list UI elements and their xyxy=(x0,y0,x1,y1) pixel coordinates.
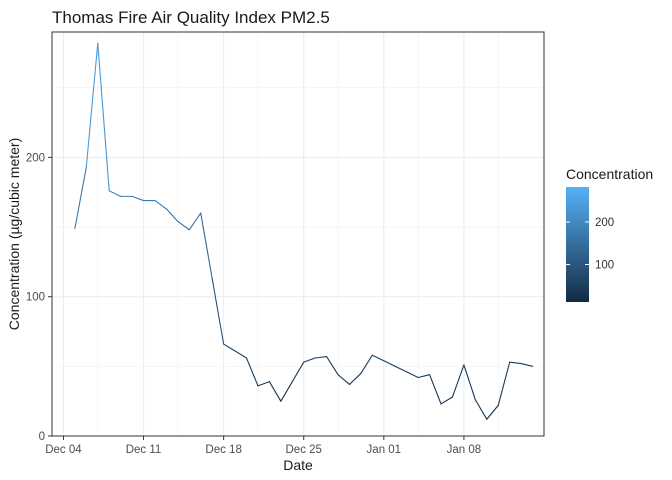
series-segment xyxy=(406,371,419,379)
legend-tick-label: 200 xyxy=(595,217,614,229)
series-segment xyxy=(348,372,362,386)
series-segment xyxy=(463,364,476,401)
panel-border xyxy=(51,31,545,437)
series-segment xyxy=(509,361,522,365)
series-segment xyxy=(200,212,213,280)
series-segment xyxy=(497,361,511,406)
legend: Concentration 100 200 xyxy=(566,166,653,302)
y-tick-label: 0 xyxy=(39,431,45,443)
series-segment xyxy=(177,220,190,231)
legend-title: Concentration xyxy=(566,166,653,182)
series-segment xyxy=(360,354,373,374)
series-segment xyxy=(97,42,110,192)
series-segment xyxy=(303,357,316,363)
series-segment xyxy=(131,195,145,202)
series-segment xyxy=(520,363,534,367)
y-axis: 0 100 200 xyxy=(26,152,52,443)
series-segment xyxy=(474,399,488,420)
legend-ticks: 100 200 xyxy=(566,217,614,272)
series-segment xyxy=(280,381,293,402)
series-segment xyxy=(429,374,442,405)
series-segment xyxy=(440,396,454,405)
chart-title: Thomas Fire Air Quality Index PM2.5 xyxy=(52,8,330,27)
x-tick-label: Dec 11 xyxy=(126,444,162,456)
series-segment xyxy=(326,356,339,376)
series-segment xyxy=(188,212,202,231)
series-segment xyxy=(211,278,225,345)
series-line xyxy=(74,42,534,420)
y-tick-label: 200 xyxy=(26,152,45,164)
series-segment xyxy=(486,404,499,420)
series-segment xyxy=(154,200,167,210)
plot-panel xyxy=(51,31,545,437)
y-tick-label: 100 xyxy=(26,292,45,304)
series-segment xyxy=(383,360,396,367)
x-tick-label: Dec 18 xyxy=(205,444,241,456)
series-segment xyxy=(451,364,465,398)
series-segment xyxy=(417,374,431,379)
grid-lines xyxy=(52,32,544,437)
series-segment xyxy=(165,208,179,223)
series-segment xyxy=(291,361,305,383)
series-segment xyxy=(74,166,87,229)
x-axis: Dec 04 Dec 11 Dec 18 Dec 25 Jan 01 Jan 08 xyxy=(45,436,481,456)
panel-background xyxy=(52,32,544,436)
series-segment xyxy=(234,350,248,359)
series-segment xyxy=(314,356,328,359)
y-axis-title: Concentration (µg/cubic meter) xyxy=(6,138,22,330)
series-segment xyxy=(337,374,351,386)
series-segment xyxy=(268,381,282,402)
x-axis-title: Date xyxy=(283,457,313,473)
series-segment xyxy=(85,42,99,168)
x-tick-label: Jan 08 xyxy=(447,444,482,456)
x-tick-label: Jan 01 xyxy=(367,444,402,456)
series-segment xyxy=(245,357,259,387)
x-tick-label: Dec 25 xyxy=(286,444,322,456)
x-tick-label: Dec 04 xyxy=(45,444,82,456)
series-segment xyxy=(257,381,270,387)
series-segment xyxy=(394,365,408,373)
legend-colorbar xyxy=(566,187,589,302)
series-segment xyxy=(108,190,122,197)
legend-tick-label: 100 xyxy=(595,260,614,272)
series-segment xyxy=(371,354,385,362)
series-segment xyxy=(223,343,236,352)
